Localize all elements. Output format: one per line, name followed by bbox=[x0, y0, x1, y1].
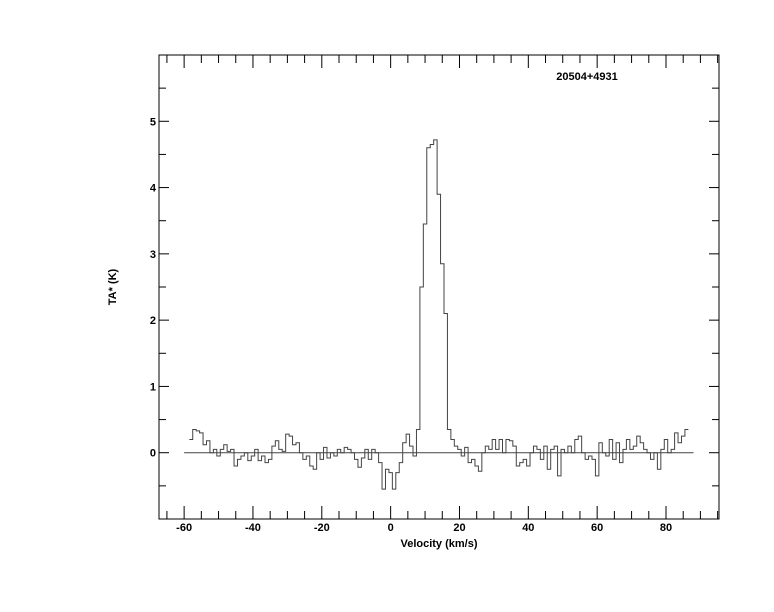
x-tick-label: 40 bbox=[522, 522, 534, 534]
x-axis-label: Velocity (km/s) bbox=[400, 538, 477, 550]
x-tick-label: 20 bbox=[453, 522, 465, 534]
plot-frame bbox=[158, 54, 720, 520]
x-tick-label: -20 bbox=[314, 522, 330, 534]
tick-labels: -60 -40 -20 0 20 40 60 80 0 1 2 3 4 5 bbox=[150, 116, 672, 534]
chart-title: 20504+4931 bbox=[556, 71, 617, 83]
spectrum-line bbox=[189, 139, 689, 490]
y-tick-label: 1 bbox=[150, 381, 156, 393]
x-tick-label: 80 bbox=[660, 522, 672, 534]
x-tick-label: 60 bbox=[591, 522, 603, 534]
x-tick-label: -60 bbox=[176, 522, 192, 534]
y-tick-label: 0 bbox=[150, 448, 156, 460]
y-axis-label: TA* (K) bbox=[107, 268, 119, 305]
x-tick-label: 0 bbox=[388, 522, 394, 534]
axis-ticks bbox=[159, 55, 719, 519]
x-tick-label: -40 bbox=[245, 522, 261, 534]
y-tick-label: 2 bbox=[150, 315, 156, 327]
y-tick-label: 4 bbox=[150, 183, 157, 195]
y-tick-label: 3 bbox=[150, 249, 156, 261]
y-tick-label: 5 bbox=[150, 116, 156, 128]
